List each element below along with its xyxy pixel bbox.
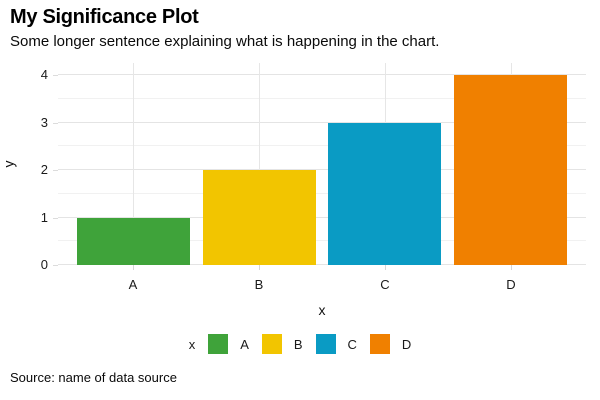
gridline-vertical xyxy=(133,63,135,265)
gridline-vertical xyxy=(259,63,261,265)
gridline-major xyxy=(58,264,586,265)
gridline-major xyxy=(58,74,586,75)
x-tick-label-d: D xyxy=(506,277,516,292)
gridline-minor xyxy=(58,98,586,99)
chart-subtitle: Some longer sentence explaining what is … xyxy=(10,33,440,50)
gridline-major xyxy=(58,122,586,123)
y-tick-label-3: 3 xyxy=(40,115,48,130)
gridline-major xyxy=(58,217,586,218)
y-tick-label-0: 0 xyxy=(40,257,48,272)
x-tick-mark xyxy=(511,265,512,270)
x-tick-mark xyxy=(133,265,134,270)
gridline-major xyxy=(58,169,586,170)
y-tick-label-2: 2 xyxy=(40,162,48,177)
legend-label-b: B xyxy=(293,336,303,352)
x-tick-label-a: A xyxy=(128,277,138,292)
x-tick-mark xyxy=(385,265,386,270)
plot-panel xyxy=(58,63,586,265)
x-axis-title: x xyxy=(318,302,326,318)
legend-swatch-b xyxy=(261,334,282,354)
gridline-minor xyxy=(58,240,586,241)
y-tick-mark xyxy=(53,123,58,124)
legend-label-d: D xyxy=(401,336,412,352)
gridline-minor xyxy=(58,145,586,146)
bar-a xyxy=(76,217,190,265)
gridline-minor xyxy=(58,193,586,194)
y-axis-title: y xyxy=(0,160,17,168)
bar-d xyxy=(454,75,568,265)
y-tick-label-1: 1 xyxy=(40,210,48,225)
y-tick-mark xyxy=(53,170,58,171)
legend-item-c: C xyxy=(315,334,357,354)
y-tick-mark xyxy=(53,75,58,76)
legend-item-b: B xyxy=(261,334,303,354)
legend-item-a: A xyxy=(208,334,249,354)
y-tick-mark xyxy=(53,265,58,266)
legend-swatch-a xyxy=(208,334,229,354)
legend-label-a: A xyxy=(240,336,249,352)
x-tick-mark xyxy=(259,265,260,270)
bars-area xyxy=(58,75,586,265)
legend-swatch-d xyxy=(369,334,390,354)
x-tick-label-c: C xyxy=(380,277,390,292)
bar-b xyxy=(202,170,316,265)
source-note: Source: name of data source xyxy=(10,370,177,385)
bar-c xyxy=(328,122,442,265)
legend-label-c: C xyxy=(347,336,357,352)
y-tick-label-4: 4 xyxy=(40,67,48,82)
legend-title: x xyxy=(188,336,196,352)
legend: x A B C D xyxy=(0,333,600,355)
legend-item-d: D xyxy=(369,334,412,354)
y-tick-mark xyxy=(53,218,58,219)
x-tick-label-b: B xyxy=(254,277,264,292)
legend-swatch-c xyxy=(315,334,336,354)
chart-title: My Significance Plot xyxy=(10,6,199,28)
